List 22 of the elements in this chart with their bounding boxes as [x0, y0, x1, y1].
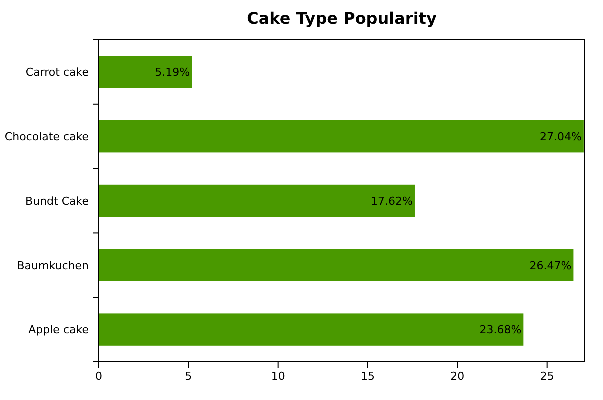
bar: [99, 56, 192, 88]
x-tick-label: 15: [361, 370, 376, 383]
chart-title: Cake Type Popularity: [247, 9, 438, 28]
data-label: 26.47%: [530, 259, 572, 272]
y-tick-label: Carrot cake: [26, 66, 90, 80]
y-tick-label: Baumkuchen: [17, 259, 90, 272]
bar: [99, 249, 574, 282]
x-tick-label: 0: [96, 370, 102, 383]
bar: [99, 314, 524, 346]
data-label: 17.62%: [371, 194, 413, 208]
bar: [99, 184, 415, 218]
y-tick-label: Bundt Cake: [26, 194, 90, 208]
bar: [99, 120, 584, 153]
x-tick-label: 5: [185, 370, 192, 383]
data-label: 5.19%: [155, 66, 190, 80]
data-label: 27.04%: [540, 130, 582, 144]
x-tick-label: 25: [540, 370, 554, 383]
x-tick-label: 10: [271, 370, 286, 383]
data-label: 23.68%: [480, 324, 522, 337]
x-tick-label: 20: [450, 370, 465, 383]
y-tick-label: Chocolate cake: [4, 130, 90, 144]
y-tick-label: Apple cake: [28, 324, 90, 337]
